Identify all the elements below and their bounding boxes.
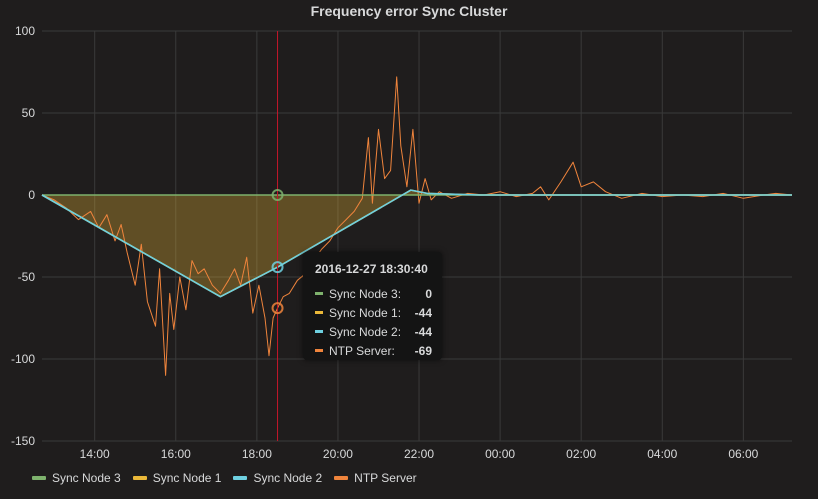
tooltip-row: NTP Server: -69 xyxy=(315,341,432,360)
legend-label: Sync Node 1 xyxy=(152,471,222,485)
x-tick-label: 00:00 xyxy=(485,447,515,461)
legend-swatch xyxy=(132,476,147,480)
x-tick-label: 18:00 xyxy=(242,447,272,461)
tooltip-swatch xyxy=(315,292,323,295)
y-tick-label: 50 xyxy=(22,106,36,120)
tooltip-series-value: 0 xyxy=(425,286,432,301)
legend-item-sync-node-1[interactable]: Sync Node 1 xyxy=(132,471,222,485)
tooltip-row: Sync Node 2: -44 xyxy=(315,322,432,341)
legend-item-sync-node-2[interactable]: Sync Node 2 xyxy=(233,471,322,485)
series-line-sync-node-2 xyxy=(41,189,792,298)
tooltip-series-name: Sync Node 2: xyxy=(329,324,402,339)
tooltip-row: Sync Node 1: -44 xyxy=(315,303,432,322)
y-tick-label: 100 xyxy=(15,24,35,38)
tooltip-series-name: NTP Server: xyxy=(329,343,395,358)
x-tick-label: 02:00 xyxy=(566,447,596,461)
y-tick-label: -100 xyxy=(11,352,35,366)
series-lines xyxy=(41,76,793,376)
y-tick-label: -50 xyxy=(18,270,36,284)
crosshair xyxy=(271,31,284,441)
legend-swatch xyxy=(334,476,349,480)
legend-item-ntp-server[interactable]: NTP Server xyxy=(334,471,417,485)
series-fill-sync-node-1 xyxy=(42,190,792,297)
tooltip-series-value: -69 xyxy=(414,343,432,358)
tooltip-rows: Sync Node 3: 0 Sync Node 1: -44 Sync Node 2:… xyxy=(315,284,432,360)
series-fills xyxy=(42,190,792,297)
legend-label: NTP Server xyxy=(354,471,417,485)
legend-swatch xyxy=(233,476,248,480)
legend-label: Sync Node 3 xyxy=(52,471,121,485)
x-tick-label: 20:00 xyxy=(323,447,353,461)
y-tick-label: -150 xyxy=(11,434,35,448)
series-line-ntp-server xyxy=(41,76,793,376)
tooltip-series-name: Sync Node 3: xyxy=(329,286,402,301)
tooltip-row: Sync Node 3: 0 xyxy=(315,284,432,303)
tooltip-swatch xyxy=(315,349,323,352)
x-axis: 14:00 16:00 18:00 20:00 22:00 00:00 02:00 04:00… xyxy=(80,447,759,461)
chart-title: Frequency error Sync Cluster xyxy=(310,3,508,19)
legend-item-sync-node-3[interactable]: Sync Node 3 xyxy=(32,471,121,485)
x-tick-label: 04:00 xyxy=(647,447,677,461)
crosshair-point xyxy=(271,302,284,315)
legend-swatch xyxy=(32,476,46,480)
tooltip-time: 2016-12-27 18:30:40 xyxy=(315,262,428,276)
x-tick-label: 16:00 xyxy=(161,447,191,461)
tooltip-swatch xyxy=(315,330,323,333)
x-tick-label: 22:00 xyxy=(404,447,434,461)
chart-legend: Sync Node 3 Sync Node 1 Sync Node 2 NTP Ser… xyxy=(32,471,417,485)
hover-tooltip: 2016-12-27 18:30:40 Sync Node 3: 0 Sync No… xyxy=(303,252,442,360)
y-axis: 100 50 0 -50 -100 -150 xyxy=(11,24,35,448)
crosshair-point xyxy=(271,189,284,201)
crosshair-point xyxy=(271,261,284,274)
tooltip-series-value: -44 xyxy=(414,324,432,339)
legend-label: Sync Node 2 xyxy=(253,471,323,485)
tooltip-series-value: -44 xyxy=(414,305,432,320)
tooltip-swatch xyxy=(315,311,323,314)
x-tick-label: 06:00 xyxy=(728,447,758,461)
tooltip-series-name: Sync Node 1: xyxy=(329,305,402,320)
x-tick-label: 14:00 xyxy=(80,447,110,461)
y-tick-label: 0 xyxy=(28,188,35,202)
